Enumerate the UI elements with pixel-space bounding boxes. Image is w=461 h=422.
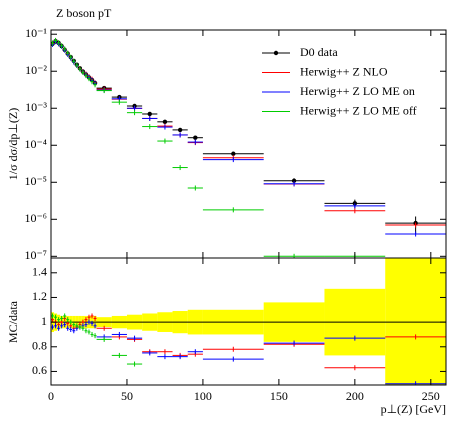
legend-label: Herwig++ Z NLO <box>300 64 388 78</box>
legend-marker <box>273 50 279 56</box>
y-tick-label: 10⁻¹ <box>25 26 47 40</box>
y-tick-label: 1 <box>41 314 47 328</box>
y-tick-label: 10⁻⁶ <box>24 211 47 225</box>
data-point <box>162 119 168 125</box>
y-tick-label: 0.8 <box>32 339 47 353</box>
y-tick-label: 10⁻⁴ <box>24 137 47 151</box>
data-point <box>177 127 183 133</box>
x-tick-label: 150 <box>270 389 288 403</box>
y-tick-label: 10⁻² <box>25 63 47 77</box>
x-tick-label: 250 <box>422 389 440 403</box>
data-point <box>352 201 358 206</box>
legend-label: D0 data <box>300 45 338 59</box>
uncertainty-band <box>385 258 446 385</box>
data-point <box>193 135 198 140</box>
data-point <box>147 111 152 117</box>
frame <box>50 257 447 386</box>
x-tick-label: 0 <box>48 389 54 403</box>
y-tick-label: 10⁻⁵ <box>24 174 47 188</box>
y-axis-label: MC/data <box>6 300 20 343</box>
x-tick-label: 100 <box>194 389 212 403</box>
y-tick-label: 0.6 <box>32 363 47 377</box>
data-point <box>291 178 297 183</box>
x-tick-label: 50 <box>121 389 133 403</box>
legend-label: Herwig++ Z LO ME on <box>300 84 415 98</box>
chart-title: Z boson pT <box>56 6 112 20</box>
data-point <box>231 151 236 156</box>
x-tick-label: 200 <box>346 389 364 403</box>
x-axis-label: p⊥(Z) [GeV] <box>381 402 446 416</box>
y-tick-label: 10⁻³ <box>25 100 47 114</box>
plot-area <box>51 258 446 385</box>
y-tick-label: 1.2 <box>32 289 47 303</box>
y-axis-label: 1/σ dσ/dp⊥(Z) <box>6 108 20 180</box>
legend-label: Herwig++ Z LO ME off <box>300 103 417 117</box>
y-tick-label: 10⁻⁷ <box>24 248 47 262</box>
y-tick-label: 1.4 <box>32 265 47 279</box>
